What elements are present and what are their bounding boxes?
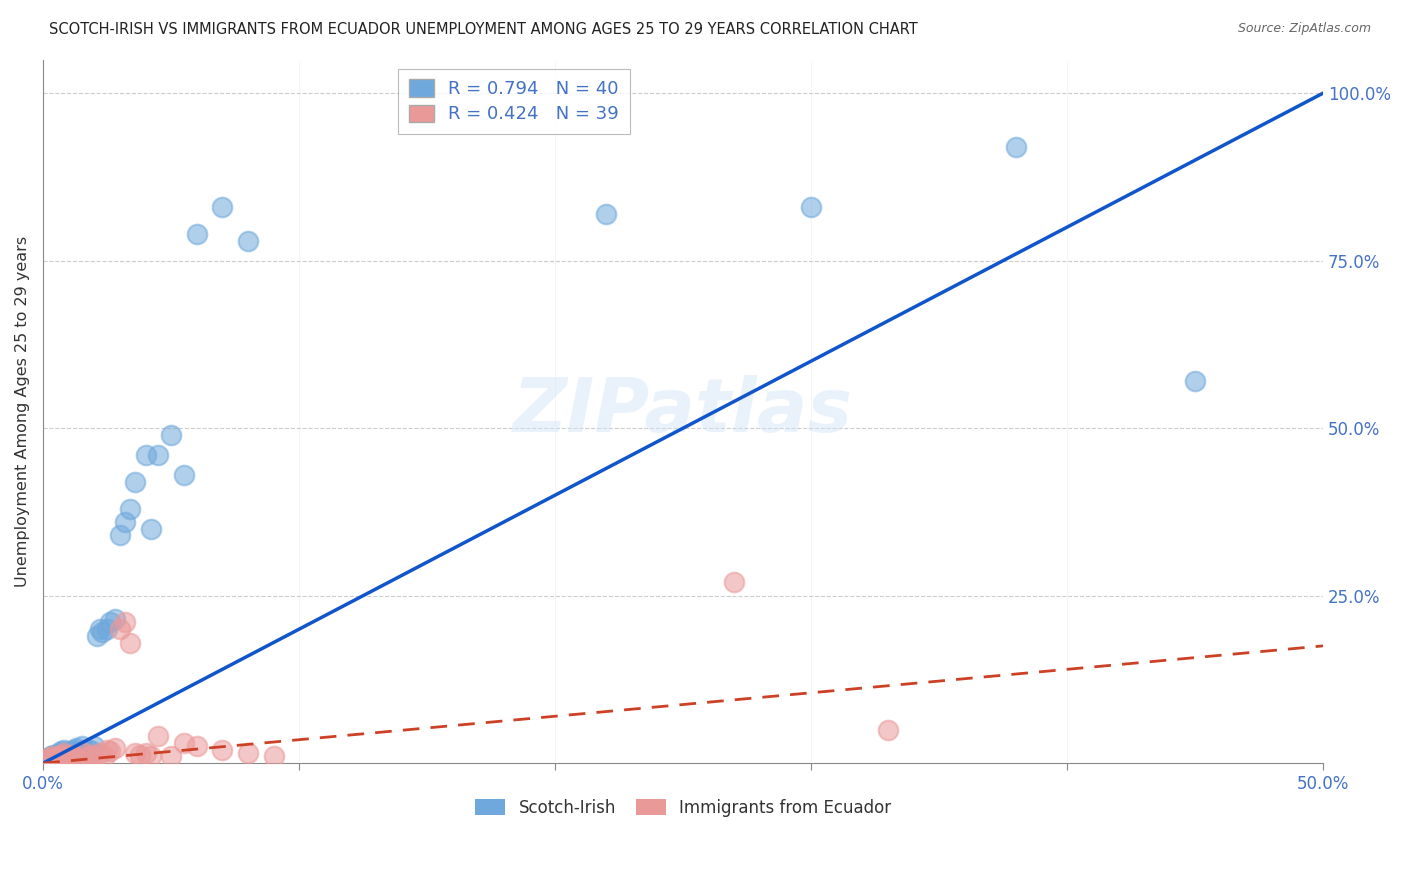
Point	[148, 448, 170, 462]
Point	[129, 748, 152, 763]
Point	[135, 448, 157, 462]
Point	[77, 743, 100, 757]
Point	[120, 501, 142, 516]
Point	[723, 575, 745, 590]
Legend: Scotch-Irish, Immigrants from Ecuador: Scotch-Irish, Immigrants from Ecuador	[467, 790, 900, 825]
Point	[55, 749, 77, 764]
Point	[91, 625, 114, 640]
Point	[93, 749, 115, 764]
Point	[83, 751, 105, 765]
Point	[83, 739, 105, 754]
Point	[39, 752, 62, 766]
Point	[104, 612, 127, 626]
Point	[96, 743, 118, 757]
Point	[173, 736, 195, 750]
Point	[877, 723, 900, 737]
Point	[139, 749, 162, 764]
Text: Source: ZipAtlas.com: Source: ZipAtlas.com	[1237, 22, 1371, 36]
Point	[186, 739, 208, 754]
Point	[173, 468, 195, 483]
Point	[37, 751, 59, 765]
Point	[45, 749, 67, 764]
Point	[37, 751, 59, 765]
Point	[98, 744, 121, 758]
Point	[263, 749, 285, 764]
Point	[60, 744, 83, 758]
Text: ZIPatlas: ZIPatlas	[513, 375, 853, 448]
Point	[236, 746, 259, 760]
Point	[236, 234, 259, 248]
Point	[65, 741, 87, 756]
Point	[45, 751, 67, 765]
Point	[139, 522, 162, 536]
Point	[80, 748, 103, 763]
Point	[108, 528, 131, 542]
Point	[70, 739, 93, 754]
Point	[58, 748, 80, 763]
Point	[80, 744, 103, 758]
Point	[73, 746, 96, 760]
Point	[148, 729, 170, 743]
Y-axis label: Unemployment Among Ages 25 to 29 years: Unemployment Among Ages 25 to 29 years	[15, 235, 30, 587]
Point	[89, 746, 111, 760]
Point	[114, 615, 136, 630]
Point	[114, 515, 136, 529]
Point	[124, 475, 146, 489]
Point	[58, 751, 80, 765]
Point	[108, 622, 131, 636]
Point	[60, 748, 83, 763]
Point	[135, 746, 157, 760]
Point	[211, 200, 233, 214]
Point	[800, 200, 823, 214]
Point	[49, 744, 72, 758]
Point	[73, 746, 96, 760]
Point	[48, 749, 70, 764]
Point	[70, 753, 93, 767]
Point	[160, 427, 183, 442]
Point	[35, 753, 58, 767]
Point	[35, 753, 58, 767]
Point	[124, 746, 146, 760]
Point	[160, 749, 183, 764]
Point	[63, 749, 86, 764]
Point	[52, 743, 75, 757]
Point	[52, 746, 75, 760]
Point	[49, 748, 72, 763]
Point	[98, 615, 121, 630]
Point	[89, 622, 111, 636]
Point	[186, 227, 208, 241]
Point	[65, 751, 87, 765]
Point	[86, 629, 108, 643]
Point	[63, 743, 86, 757]
Point	[48, 746, 70, 760]
Text: SCOTCH-IRISH VS IMMIGRANTS FROM ECUADOR UNEMPLOYMENT AMONG AGES 25 TO 29 YEARS C: SCOTCH-IRISH VS IMMIGRANTS FROM ECUADOR …	[49, 22, 918, 37]
Point	[96, 622, 118, 636]
Point	[42, 749, 65, 764]
Point	[120, 635, 142, 649]
Point	[1005, 139, 1028, 153]
Point	[1184, 374, 1206, 388]
Point	[77, 749, 100, 764]
Point	[42, 748, 65, 763]
Point	[595, 207, 617, 221]
Point	[39, 749, 62, 764]
Point	[211, 743, 233, 757]
Point	[104, 741, 127, 756]
Point	[55, 746, 77, 760]
